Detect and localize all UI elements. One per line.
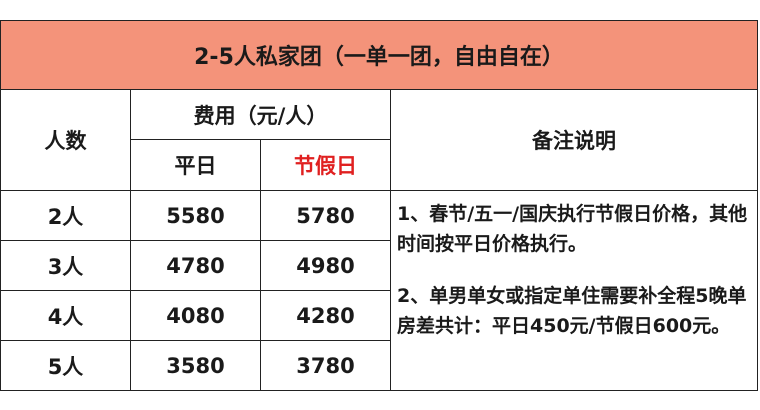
cell-weekday: 4780 <box>130 240 261 291</box>
note-item: 1、春节/五一/国庆执行节假日价格，其他时间按平日价格执行。 <box>397 203 748 255</box>
table-row: 5人 3580 3780 <box>0 340 758 391</box>
cell-weekday: 5580 <box>130 190 261 241</box>
header-people: 人数 <box>0 89 131 191</box>
cell-weekday: 3580 <box>130 340 261 391</box>
cell-weekday: 4080 <box>130 290 261 341</box>
cell-holiday: 3780 <box>260 340 391 391</box>
table-title: 2-5人私家团（一单一团，自由自在） <box>0 20 758 90</box>
cell-holiday: 5780 <box>260 190 391 241</box>
note-item: 2、单男单女或指定单住需要补全程5晚单房差共计：平日450元/节假日600元。 <box>397 285 747 337</box>
cell-people: 5人 <box>0 340 131 391</box>
cell-people: 4人 <box>0 290 131 341</box>
table-row: 3人 4780 4980 <box>0 240 758 291</box>
header-fee: 费用（元/人） <box>130 89 391 140</box>
cell-people: 3人 <box>0 240 131 291</box>
cell-holiday: 4980 <box>260 240 391 291</box>
header-weekday: 平日 <box>130 139 261 191</box>
header-holiday: 节假日 <box>260 139 391 191</box>
table-row: 2人 5580 5780 1、春节/五一/国庆执行节假日价格，其他时间按平日价格… <box>0 190 758 391</box>
cell-people: 2人 <box>0 190 131 241</box>
pricing-table: 2-5人私家团（一单一团，自由自在） 人数 费用（元/人） 备注说明 平日 节假… <box>0 20 758 391</box>
cell-holiday: 4280 <box>260 290 391 341</box>
header-notes: 备注说明 <box>390 89 758 191</box>
notes-cell: 1、春节/五一/国庆执行节假日价格，其他时间按平日价格执行。 2、单男单女或指定… <box>390 190 758 391</box>
